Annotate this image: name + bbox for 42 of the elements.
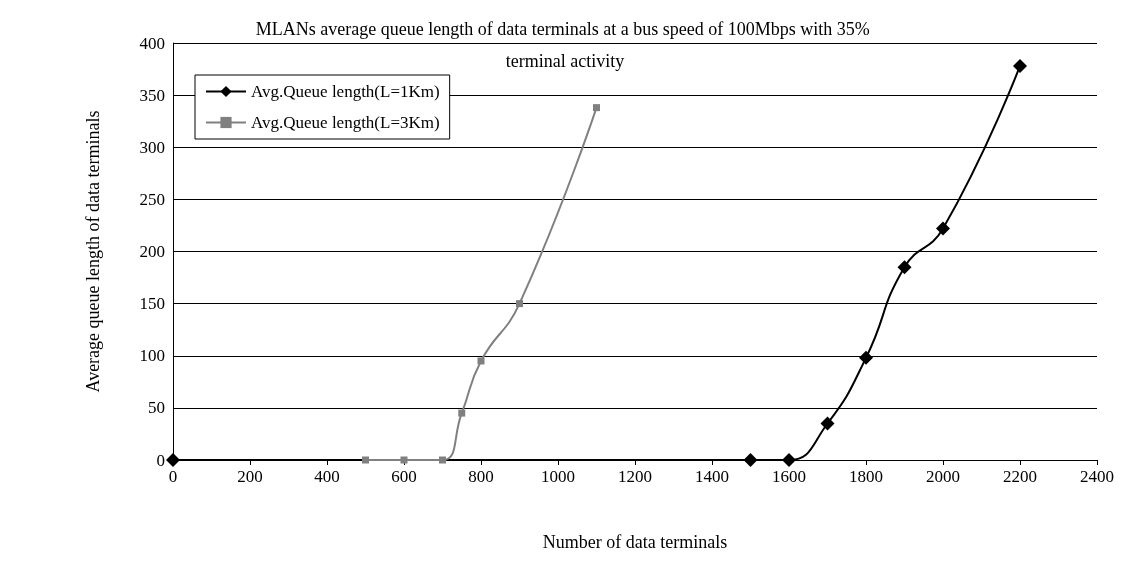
legend-label: Avg.Queue length(L=3Km) — [251, 113, 440, 132]
point — [859, 350, 873, 365]
y-tick-label: 200 — [139, 242, 165, 261]
point — [477, 357, 485, 365]
point — [782, 453, 796, 467]
x-tick-label: 0 — [168, 467, 178, 486]
y-tick-label: 50 — [148, 398, 165, 418]
y-tick-label: 250 — [139, 189, 165, 209]
x-tick-label: 600 — [391, 467, 417, 486]
legend-label: Avg.Queue length(L=1Km) — [251, 82, 440, 101]
x-tick-label: 400 — [314, 467, 340, 486]
chart-title: MLANs average queue length of data terminals at a bus speed of 100Mbps with 35% terminal activity — [255, 19, 875, 71]
y-tick-label: 400 — [139, 33, 165, 53]
point — [593, 104, 600, 112]
x-tick-label: 2200 — [1003, 467, 1037, 486]
x-tick-label: 800 — [468, 467, 494, 486]
y-tick-label: 0 — [156, 450, 165, 470]
x-tick-label: 2000 — [926, 467, 960, 486]
x-tick-label: 1400 — [695, 467, 729, 486]
y-tick-label: 100 — [139, 346, 165, 366]
x-tick-label: 2400 — [1080, 467, 1114, 486]
y-tick-label: 350 — [139, 85, 165, 105]
point — [820, 416, 835, 431]
point — [458, 409, 466, 417]
x-tick-label: 1200 — [618, 467, 652, 486]
point — [897, 260, 912, 275]
x-axis-title: Number of data terminals — [542, 532, 728, 552]
y-tick-label: 300 — [139, 137, 165, 157]
y-tick-label: 150 — [139, 294, 165, 314]
point — [1013, 58, 1027, 73]
point — [936, 221, 950, 236]
x-tick-label: 200 — [237, 467, 263, 486]
x-tick-label: 1000 — [541, 467, 575, 486]
point — [400, 456, 408, 464]
point — [439, 456, 446, 464]
y-axis-title: Average queue length of data terminals — [83, 110, 103, 393]
x-tick-label: 1800 — [849, 467, 883, 486]
x-tick-label: 1600 — [772, 467, 806, 486]
point — [516, 300, 523, 308]
point — [362, 456, 369, 464]
point — [743, 453, 758, 467]
point — [166, 453, 180, 467]
